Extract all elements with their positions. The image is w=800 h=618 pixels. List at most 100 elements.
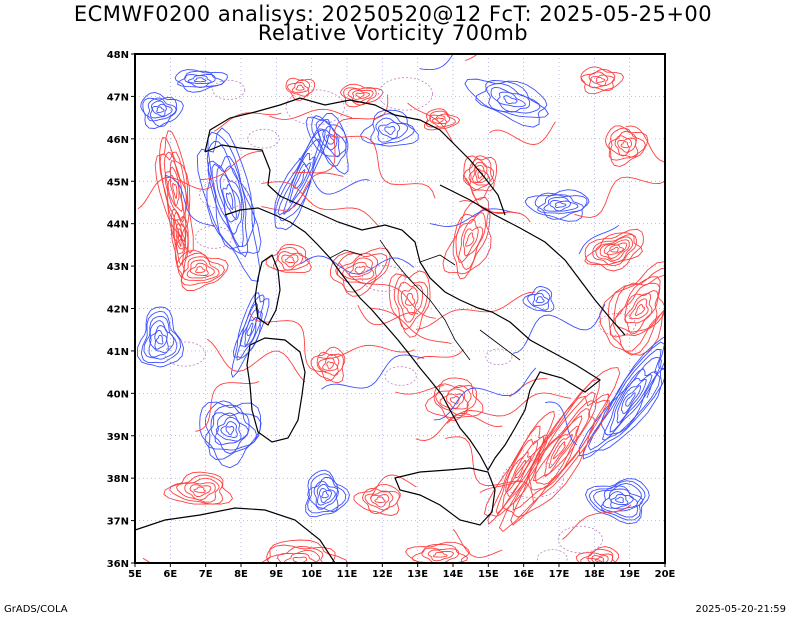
positive-vorticity-contour (362, 487, 400, 515)
positive-vorticity-contour (562, 504, 632, 540)
positive-vorticity-contour (483, 410, 555, 517)
negative-vorticity-contour (582, 341, 665, 460)
negative-vorticity-contour (277, 138, 320, 216)
negative-vorticity-contour (289, 162, 311, 204)
positive-vorticity-contour (465, 232, 475, 247)
x-tick-label: 8E (234, 569, 248, 580)
positive-vorticity-contour (512, 391, 596, 511)
positive-vorticity-contour (172, 211, 189, 268)
positive-vorticity-contour (348, 261, 373, 278)
negative-vorticity-contour (646, 366, 665, 399)
negative-vorticity-contour (486, 83, 541, 114)
negative-vorticity-contour (609, 373, 653, 433)
x-tick-label: 9E (269, 569, 283, 580)
positive-vorticity-contour (181, 256, 220, 282)
positive-vorticity-contour (170, 208, 189, 278)
negative-vorticity-contour (193, 77, 207, 83)
positive-vorticity-contour (189, 484, 212, 497)
y-tick-label: 37N (107, 517, 129, 528)
positive-vorticity-contour (172, 182, 178, 199)
positive-vorticity-contour (617, 138, 633, 153)
africa-coastline (135, 507, 336, 563)
negative-vorticity-contour (142, 96, 178, 128)
positive-vorticity-contour (498, 378, 610, 533)
positive-vorticity-contour (442, 197, 492, 275)
alps-border (204, 97, 506, 216)
negative-vorticity-contour (196, 127, 261, 282)
negative-vorticity-contour (156, 106, 165, 114)
positive-vorticity-contour (634, 304, 646, 317)
positive-vorticity-contour (343, 87, 377, 106)
positive-vorticity-contour (137, 177, 215, 210)
positive-vorticity-contour (586, 557, 605, 563)
x-tick-label: 12E (372, 569, 393, 580)
positive-vorticity-contour (429, 113, 451, 128)
negative-vorticity-contour (187, 75, 212, 85)
positive-vorticity-contour (277, 550, 321, 563)
positive-vorticity-contour (353, 483, 401, 516)
positive-vorticity-contour (329, 247, 391, 297)
negative-vorticity-contour (593, 482, 642, 518)
positive-vorticity-contour (352, 90, 370, 100)
positive-vorticity-contour (427, 549, 455, 562)
positive-vorticity-contour (552, 441, 566, 460)
negative-vorticity-contour (535, 296, 545, 304)
positive-vorticity-contour (452, 529, 503, 558)
positive-vorticity-contour (327, 134, 436, 199)
negative-vorticity-contour (384, 126, 396, 135)
positive-vorticity-contour (266, 544, 336, 563)
positive-vorticity-contour (415, 412, 503, 441)
negative-vorticity-contour (524, 189, 590, 222)
negative-vorticity-contour (244, 317, 257, 347)
vorticity-contours (137, 54, 665, 563)
positive-vorticity-contour (604, 125, 649, 167)
positive-vorticity-contour (369, 474, 417, 500)
positive-vorticity-contour (475, 168, 486, 183)
positive-vorticity-contour (416, 349, 464, 360)
negative-vorticity-contour (315, 119, 347, 157)
positive-vorticity-contour (425, 110, 456, 128)
zero-vorticity-contour (199, 179, 249, 210)
positive-vorticity-contour (283, 552, 316, 563)
positive-vorticity-contour (608, 127, 646, 161)
negative-vorticity-contour (321, 354, 425, 390)
negative-vorticity-contour (616, 378, 647, 424)
positive-vorticity-contour (424, 377, 484, 419)
map-title-line2: Relative Vorticity 700mb (257, 21, 529, 45)
x-tick-label: 18E (584, 569, 605, 580)
negative-vorticity-contour (274, 129, 326, 222)
positive-vorticity-contour (400, 287, 419, 316)
positive-vorticity-contour (433, 383, 478, 422)
positive-vorticity-contour (592, 234, 637, 267)
positive-vorticity-contour (468, 161, 491, 186)
negative-vorticity-contour (317, 125, 340, 158)
positive-vorticity-contour (355, 92, 365, 98)
positive-vorticity-contour (177, 234, 182, 247)
negative-vorticity-contour (464, 78, 548, 128)
positive-vorticity-contour (421, 547, 460, 563)
positive-vorticity-contour (340, 83, 384, 108)
positive-vorticity-contour (370, 494, 390, 508)
negative-vorticity-contour (545, 401, 578, 446)
zero-vorticity-contour (378, 77, 433, 111)
y-tick-label: 36N (107, 559, 129, 570)
positive-vorticity-contour (405, 541, 470, 563)
negative-vorticity-contour (532, 292, 549, 307)
negative-vorticity-contour (219, 174, 241, 223)
positive-vorticity-contour (528, 400, 597, 491)
positive-vorticity-contour (354, 266, 366, 275)
negative-vorticity-contour (311, 115, 347, 167)
corsica-coastline (254, 254, 281, 326)
positive-vorticity-contour (489, 121, 556, 145)
negative-vorticity-contour (143, 315, 178, 360)
negative-vorticity-contour (587, 348, 662, 451)
y-tick-label: 47N (107, 92, 129, 103)
negative-vorticity-contour (233, 294, 265, 359)
positive-vorticity-contour (595, 76, 606, 83)
positive-vorticity-contour (292, 94, 389, 174)
positive-vorticity-contour (580, 68, 616, 92)
positive-vorticity-contour (514, 459, 527, 479)
positive-vorticity-contour (591, 555, 609, 563)
negative-vorticity-contour (294, 169, 306, 190)
negative-vorticity-contour (222, 183, 237, 220)
